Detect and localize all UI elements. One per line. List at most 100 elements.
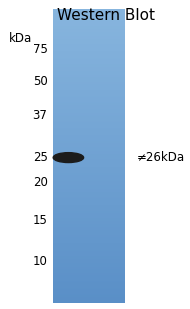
Bar bbox=[53, 134, 125, 135]
Bar bbox=[53, 223, 125, 225]
Bar bbox=[53, 224, 125, 226]
Bar bbox=[53, 231, 125, 232]
Bar bbox=[53, 54, 125, 55]
Bar bbox=[53, 256, 125, 258]
Bar bbox=[53, 76, 125, 78]
Text: kDa: kDa bbox=[9, 32, 32, 45]
Bar bbox=[53, 39, 125, 40]
Bar bbox=[53, 15, 125, 16]
Bar bbox=[53, 171, 125, 173]
Bar bbox=[53, 154, 125, 155]
Bar bbox=[53, 255, 125, 256]
Bar bbox=[53, 25, 125, 26]
Bar bbox=[53, 147, 125, 148]
Bar bbox=[53, 244, 125, 245]
Bar bbox=[53, 213, 125, 214]
Bar bbox=[53, 64, 125, 65]
Bar bbox=[53, 202, 125, 203]
Bar bbox=[53, 17, 125, 18]
Bar bbox=[53, 34, 125, 36]
Bar bbox=[53, 116, 125, 118]
Bar bbox=[53, 85, 125, 87]
Bar bbox=[53, 12, 125, 13]
Bar bbox=[53, 298, 125, 299]
Bar bbox=[53, 233, 125, 234]
Bar bbox=[53, 189, 125, 190]
Bar bbox=[53, 144, 125, 145]
Bar bbox=[53, 81, 125, 83]
Bar bbox=[53, 117, 125, 119]
Bar bbox=[53, 112, 125, 113]
Bar bbox=[53, 146, 125, 147]
Bar bbox=[53, 27, 125, 28]
Bar bbox=[53, 201, 125, 202]
Bar bbox=[53, 145, 125, 146]
Bar bbox=[53, 267, 125, 269]
Bar bbox=[53, 91, 125, 92]
Text: 75: 75 bbox=[33, 43, 48, 56]
Bar bbox=[53, 167, 125, 169]
Bar bbox=[53, 279, 125, 280]
Bar bbox=[53, 97, 125, 98]
Bar bbox=[53, 11, 125, 12]
Bar bbox=[53, 23, 125, 25]
Bar bbox=[53, 266, 125, 268]
Bar bbox=[53, 75, 125, 77]
Bar bbox=[53, 47, 125, 49]
Bar bbox=[53, 300, 125, 301]
Bar bbox=[53, 149, 125, 150]
Bar bbox=[53, 214, 125, 215]
Bar bbox=[53, 80, 125, 82]
Bar bbox=[53, 50, 125, 51]
Bar bbox=[53, 101, 125, 102]
Bar bbox=[53, 129, 125, 131]
Bar bbox=[53, 179, 125, 180]
Bar bbox=[53, 156, 125, 157]
Bar bbox=[53, 113, 125, 114]
Bar bbox=[53, 295, 125, 296]
Text: 50: 50 bbox=[33, 75, 48, 88]
Bar bbox=[53, 10, 125, 11]
Bar bbox=[53, 57, 125, 58]
Bar bbox=[53, 280, 125, 281]
Bar bbox=[53, 221, 125, 222]
Bar bbox=[53, 56, 125, 57]
Bar bbox=[53, 184, 125, 185]
Bar bbox=[53, 20, 125, 21]
Bar bbox=[53, 29, 125, 31]
Bar bbox=[53, 271, 125, 273]
Bar bbox=[53, 232, 125, 233]
Bar bbox=[53, 86, 125, 87]
Bar bbox=[53, 110, 125, 111]
Bar bbox=[53, 55, 125, 56]
Bar bbox=[53, 249, 125, 250]
Bar bbox=[53, 286, 125, 287]
Bar bbox=[53, 235, 125, 236]
Bar bbox=[53, 183, 125, 184]
Bar bbox=[53, 98, 125, 99]
Bar bbox=[53, 63, 125, 64]
Bar bbox=[53, 150, 125, 151]
Bar bbox=[53, 53, 125, 54]
Bar bbox=[53, 188, 125, 189]
Text: 10: 10 bbox=[33, 255, 48, 268]
Bar bbox=[53, 33, 125, 35]
Bar bbox=[53, 120, 125, 121]
Bar bbox=[53, 78, 125, 79]
Bar bbox=[53, 288, 125, 289]
Bar bbox=[53, 225, 125, 226]
Bar bbox=[53, 230, 125, 231]
Bar bbox=[53, 59, 125, 60]
Bar bbox=[53, 43, 125, 44]
Bar bbox=[53, 13, 125, 14]
Bar bbox=[53, 52, 125, 53]
Bar bbox=[53, 102, 125, 103]
Bar bbox=[53, 121, 125, 122]
Bar bbox=[53, 121, 125, 123]
Bar bbox=[53, 108, 125, 109]
Bar bbox=[53, 123, 125, 125]
Bar bbox=[53, 210, 125, 211]
Bar bbox=[53, 158, 125, 159]
Bar bbox=[53, 26, 125, 27]
Text: Western Blot: Western Blot bbox=[57, 8, 155, 23]
